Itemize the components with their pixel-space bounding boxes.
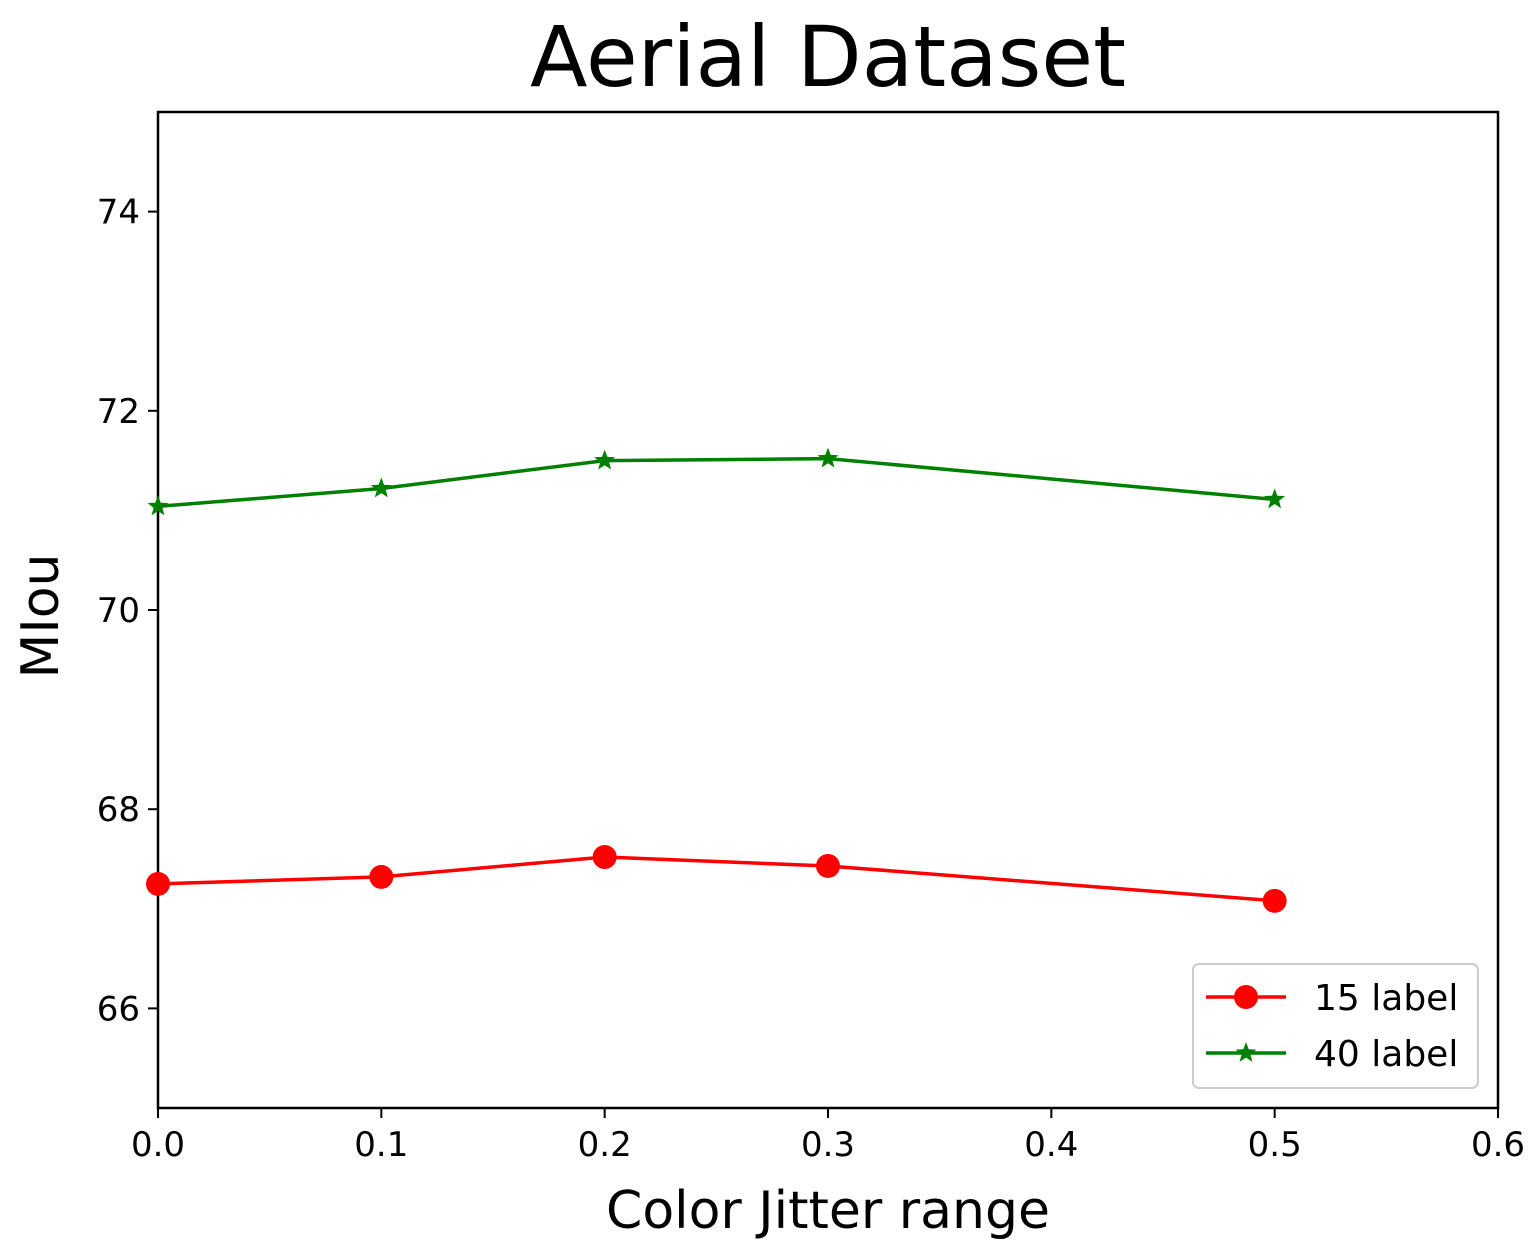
chart-title: Aerial Dataset — [530, 8, 1126, 106]
x-tick-label: 0.5 — [1248, 1125, 1302, 1165]
x-tick-label: 0.0 — [131, 1125, 185, 1165]
y-tick-label: 66 — [97, 989, 140, 1029]
series-line — [157, 456, 1275, 509]
y-tick-label: 68 — [97, 790, 140, 830]
data-point — [592, 845, 617, 870]
x-tick-label: 0.2 — [578, 1125, 632, 1165]
y-axis-label: MIou — [11, 554, 71, 679]
x-axis-label: Color Jitter range — [606, 1181, 1050, 1241]
data-point — [1264, 488, 1286, 509]
x-tick-label: 0.6 — [1471, 1125, 1525, 1165]
x-tick-label: 0.4 — [1024, 1125, 1078, 1165]
data-point — [817, 447, 839, 468]
x-axis: 0.0 0.1 0.2 0.3 0.4 0.5 0.6 — [131, 1108, 1525, 1165]
series-1 — [146, 845, 1287, 913]
y-axis: 66 68 70 72 74 — [97, 193, 158, 1029]
legend-entry: 40 label — [1206, 1034, 1458, 1075]
x-tick-label: 0.1 — [354, 1125, 408, 1165]
data-point — [816, 853, 840, 878]
data-point — [370, 477, 392, 498]
y-tick-label: 72 — [97, 392, 140, 432]
legend-box — [1192, 963, 1479, 1089]
legend-marker — [1235, 1042, 1257, 1062]
legend-entry: 15 label — [1206, 978, 1458, 1019]
series-2 — [147, 447, 1286, 516]
data-point — [594, 449, 616, 470]
series-line — [157, 855, 1275, 903]
legend-label: 40 label — [1314, 1034, 1458, 1075]
data-point — [1262, 888, 1287, 913]
legend-label: 15 label — [1314, 978, 1458, 1019]
y-tick-label: 70 — [97, 591, 140, 631]
y-tick-label: 74 — [97, 193, 140, 233]
legend-marker — [1234, 985, 1258, 1009]
legend: 15 label 40 label — [1192, 963, 1479, 1089]
plot-frame — [156, 110, 1500, 1110]
x-tick-label: 0.3 — [801, 1125, 855, 1165]
data-point — [369, 864, 394, 889]
data-point — [147, 495, 169, 516]
data-point — [146, 871, 170, 896]
series-layer — [146, 447, 1287, 913]
